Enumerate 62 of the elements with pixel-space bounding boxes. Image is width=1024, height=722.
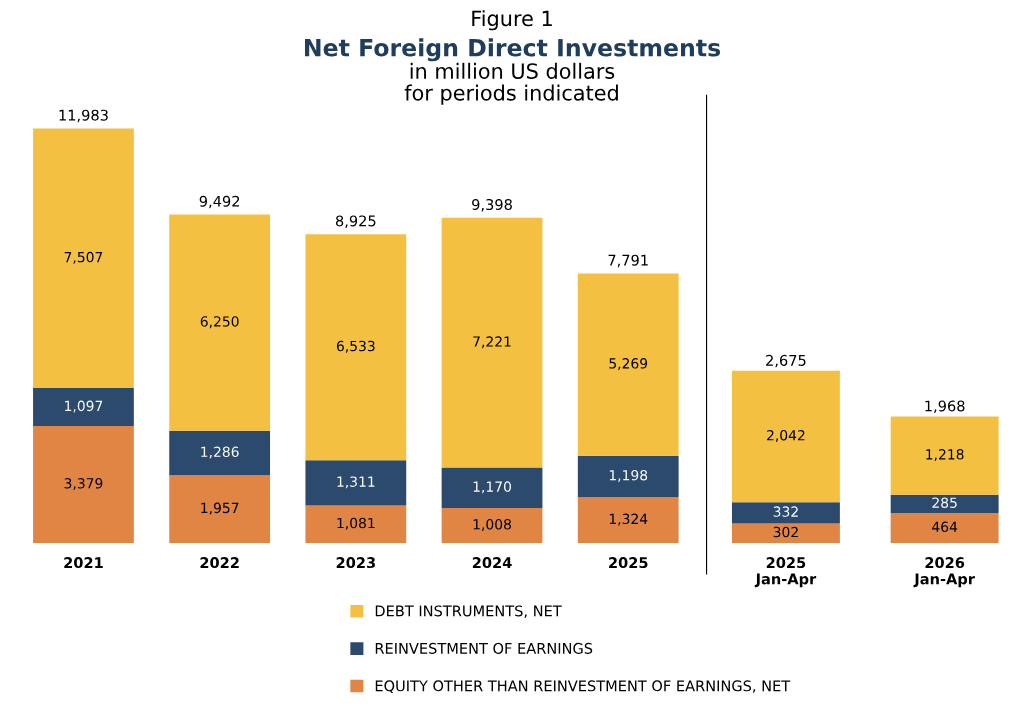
caption: Figure 1 xyxy=(472,10,552,31)
data-label: 6,250 xyxy=(200,316,239,329)
bar xyxy=(169,214,271,431)
x-tick-label: 2022 xyxy=(200,557,239,569)
data-label: 302 xyxy=(773,526,798,538)
bar xyxy=(731,523,840,543)
bar xyxy=(441,217,543,468)
total-label: 7,791 xyxy=(608,254,648,268)
bar xyxy=(577,497,679,543)
data-label: 464 xyxy=(932,521,958,533)
data-label: 6,533 xyxy=(336,340,375,353)
bar xyxy=(577,273,679,456)
data-label: 1,218 xyxy=(926,449,964,462)
data-label: 1,081 xyxy=(337,517,375,530)
x-tick-label: 2025 xyxy=(609,557,648,569)
data-label: 5,269 xyxy=(609,358,648,371)
data-label: 3,379 xyxy=(64,478,103,490)
bar xyxy=(169,430,271,476)
x-tick-label: 2024 xyxy=(472,557,512,569)
total-label: 2,675 xyxy=(766,354,806,368)
bar xyxy=(305,505,407,543)
data-label: 1,324 xyxy=(609,513,648,526)
data-label: 1,957 xyxy=(201,502,239,515)
bar xyxy=(33,388,134,427)
bar xyxy=(33,426,134,543)
data-label: 1,311 xyxy=(337,476,375,489)
legend-label: DEBT INSTRUMENTS, NET xyxy=(375,605,562,618)
data-label: 1,170 xyxy=(473,481,511,494)
legend-label: EQUITY OTHER THAN REINVESTMENT OF EARNINGS, NET xyxy=(375,680,791,694)
x-tick-label: 2021 xyxy=(64,557,103,569)
bar xyxy=(33,128,134,389)
bar xyxy=(169,475,271,543)
data-label: 1,008 xyxy=(473,519,511,531)
bar xyxy=(890,494,999,514)
total-label: 9,398 xyxy=(472,199,512,212)
data-label: 332 xyxy=(773,506,798,517)
data-label: 1,097 xyxy=(65,400,103,413)
bar xyxy=(577,455,679,498)
x-tick-label: 2023 xyxy=(336,557,375,569)
total-label: 11,983 xyxy=(59,109,108,123)
bar xyxy=(731,370,840,503)
bar xyxy=(305,460,407,506)
data-label: 285 xyxy=(932,497,957,508)
data-label: 7,507 xyxy=(64,251,103,264)
data-label: 2,042 xyxy=(767,429,805,442)
total-label: 1,968 xyxy=(925,400,965,413)
bar xyxy=(890,416,999,495)
bar xyxy=(731,502,840,524)
data-label: 1,286 xyxy=(201,446,239,459)
bar xyxy=(305,234,407,461)
bar xyxy=(441,467,543,509)
bar xyxy=(441,508,543,543)
total-label: 9,492 xyxy=(199,195,240,209)
total-label: 8,925 xyxy=(335,215,376,228)
chart-title: Net Foreign Direct Investments xyxy=(305,38,721,62)
legend-label: REINVESTMENT OF EARNINGS xyxy=(375,642,593,654)
chart-subtitle: in million US dollars for periods indicated xyxy=(404,62,618,105)
x-tick-label: 2025 Jan-Apr xyxy=(754,557,817,588)
x-tick-label: 2026 Jan-Apr xyxy=(913,557,975,588)
data-label: 7,221 xyxy=(473,336,511,349)
data-label: 1,198 xyxy=(609,469,648,482)
bar xyxy=(890,513,999,543)
